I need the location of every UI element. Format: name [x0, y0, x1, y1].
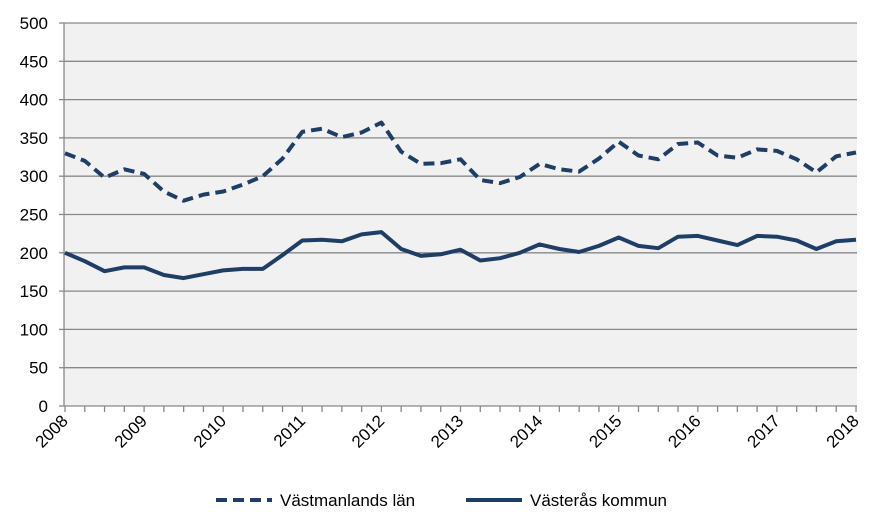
y-tick-label: 350	[20, 129, 48, 148]
legend-label-2: Västerås kommun	[530, 491, 667, 510]
y-tick-label: 50	[29, 359, 48, 378]
x-axis-tick-labels: 2008 2009 2010 2011 2012 2013 2014 2015 2016 2017…	[32, 411, 863, 451]
x-tick-label: 2016	[664, 411, 704, 451]
gridlines	[64, 22, 857, 369]
x-tick-label: 2015	[585, 411, 625, 451]
x-tick-label: 2009	[111, 411, 151, 451]
x-tick-label: 2012	[348, 411, 388, 451]
y-tick-label: 300	[20, 167, 48, 186]
y-tick-label: 100	[20, 320, 48, 339]
y-tick-label: 0	[39, 397, 48, 416]
y-tick-label: 250	[20, 206, 48, 225]
legend: Västmanlands län Västerås kommun	[216, 491, 667, 510]
x-tick-label: 2011	[270, 411, 309, 450]
y-tick-label: 500	[20, 14, 48, 33]
x-tick-label: 2017	[744, 411, 784, 451]
x-tick-label: 2013	[427, 411, 467, 451]
axes	[59, 22, 857, 412]
series-lines	[64, 120, 857, 281]
y-tick-label: 200	[20, 244, 48, 263]
y-tick-label: 150	[20, 282, 48, 301]
legend-label-1: Västmanlands län	[280, 491, 415, 510]
x-tick-label: 2010	[190, 411, 230, 451]
series-line-2	[64, 230, 857, 281]
y-axis-tick-labels: 0 50 100 150 200 250 300 350 400 450 500	[20, 14, 48, 416]
x-tick-label: 2008	[32, 411, 72, 451]
series-line-1	[64, 120, 857, 203]
x-tick-label: 2018	[823, 411, 863, 451]
x-tick-label: 2014	[506, 411, 546, 451]
y-tick-label: 400	[20, 91, 48, 110]
y-tick-label: 450	[20, 52, 48, 71]
